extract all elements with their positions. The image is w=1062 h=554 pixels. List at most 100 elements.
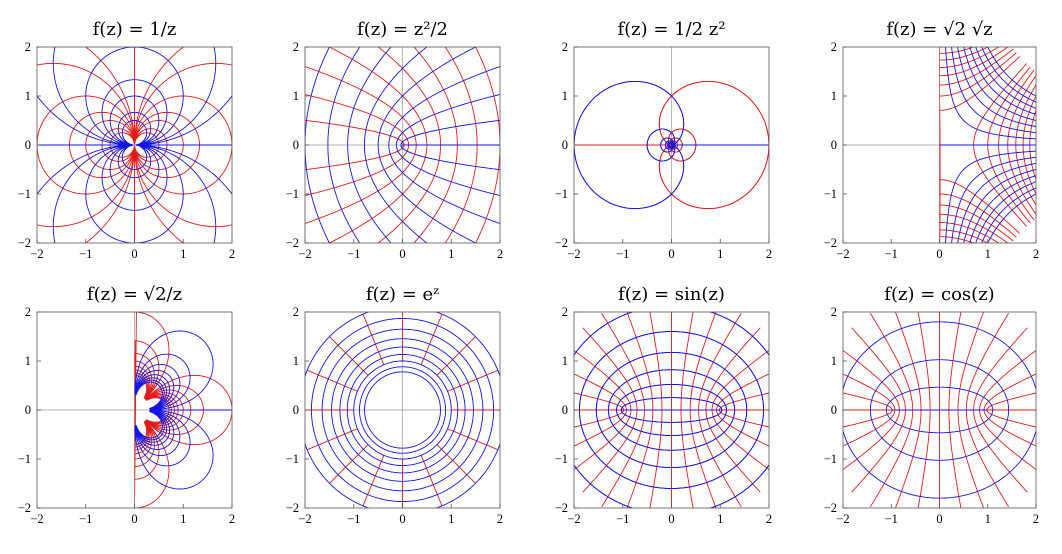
series-line-blue [869,359,1010,461]
chart-title: f(z) = 1/2 z² [617,19,725,40]
x-tick-label: 2 [766,247,772,261]
series-line-blue [135,377,168,410]
series-line-red [307,369,358,392]
series-line-blue [607,369,736,451]
y-tick-label: 0 [562,138,568,152]
series-line-blue [117,111,152,146]
x-tick-label: −2 [298,247,311,261]
x-tick-label: −1 [885,247,898,261]
y-tick-label: 2 [562,40,568,54]
series-line-red [362,314,385,365]
series-line-blue [321,328,484,492]
series-line-blue [134,409,191,467]
series-line-blue [951,156,1036,243]
series-line-blue [135,410,168,443]
x-tick-label: 0 [399,512,405,526]
y-tick-label: −2 [824,501,837,515]
y-tick-label: 2 [831,40,837,54]
series-line-blue [395,145,500,196]
series-line-blue [117,144,152,179]
series-line-blue [134,410,181,457]
y-tick-label: 1 [293,354,299,368]
series-line-blue [135,374,171,410]
series-line-blue [377,47,477,145]
y-tick-label: −1 [824,187,837,201]
chart-title: f(z) = z²/2 [357,19,448,40]
x-tick-label: −1 [79,512,92,526]
series-line-blue [109,95,160,146]
series-line-blue [578,331,765,489]
panel-5: −2 −1 0 1 2 −2 −1 0 1 2 f(z) = √2/z [18,284,235,526]
y-tick-label: 1 [25,354,31,368]
series-line-blue [134,370,175,410]
series-line-blue [377,145,477,243]
y-tick-label: −1 [286,187,299,201]
x-tick-label: −2 [836,247,849,261]
series-line-blue [388,66,500,145]
y-tick-label: 1 [562,89,568,103]
series-line-blue [134,410,175,450]
series-line-blue [388,145,500,224]
series-line-blue [595,351,748,469]
x-tick-label: −1 [79,247,92,261]
chart-title: f(z) = sin(z) [618,284,725,305]
series-line-blue [945,47,1036,140]
x-tick-label: −1 [347,247,360,261]
series-line-red [658,80,769,210]
series-line-blue [135,381,163,409]
series-line-blue [963,47,1036,121]
y-tick-label: 0 [25,403,31,417]
y-tick-label: 0 [293,403,299,417]
series-line-red [444,145,478,243]
y-tick-label: −2 [286,236,299,250]
series-line-red [307,428,358,451]
series-line-red [436,336,476,376]
series-line-red [134,352,155,468]
series-line-blue [616,384,727,436]
x-tick-label: 0 [668,512,674,526]
panel-7: −2 −1 0 1 2 −2 −1 0 1 2 f(z) = sin(z) [555,284,772,526]
y-tick-label: 1 [293,89,299,103]
series-line-red [305,119,405,145]
series-line-red [134,340,160,480]
series-line-blue [363,47,428,145]
series-line-blue [85,144,184,243]
y-tick-label: −1 [824,452,837,466]
series-line-blue [987,47,1036,97]
series-line-red [447,369,498,392]
y-tick-label: 2 [25,305,31,319]
series-line-blue [957,47,1036,128]
panel-8: −2 −1 0 1 2 −2 −1 0 1 2 f(z) = cos(z) [824,284,1039,526]
y-tick-label: 2 [25,40,31,54]
x-tick-label: −1 [347,512,360,526]
y-tick-label: 0 [293,138,299,152]
x-tick-label: 2 [1033,247,1039,261]
x-tick-label: 0 [936,512,942,526]
x-tick-label: −2 [836,512,849,526]
series-line-red [134,369,150,451]
series-line-blue [339,346,466,474]
x-tick-label: 1 [448,512,454,526]
series-line-blue [969,47,1036,115]
series-line-blue [945,150,1036,243]
series-line-blue [668,142,673,148]
x-tick-label: 2 [497,512,503,526]
series-line-blue [109,144,160,195]
x-tick-label: 1 [448,247,454,261]
series-line-blue [957,162,1036,243]
x-tick-label: −2 [567,512,580,526]
series-line-red [134,374,148,446]
chart-title: f(z) = 1/z [93,19,177,40]
series-line-blue [305,312,500,508]
y-tick-label: 2 [831,305,837,319]
series-line-blue [620,397,723,423]
series-line-blue [981,187,1036,243]
y-tick-label: 1 [831,354,837,368]
series-line-red [1035,135,1036,155]
x-tick-label: −1 [616,512,629,526]
y-tick-label: 0 [562,403,568,417]
series-line-blue [134,353,191,411]
series-line-blue [346,354,459,466]
y-tick-label: 0 [831,138,837,152]
